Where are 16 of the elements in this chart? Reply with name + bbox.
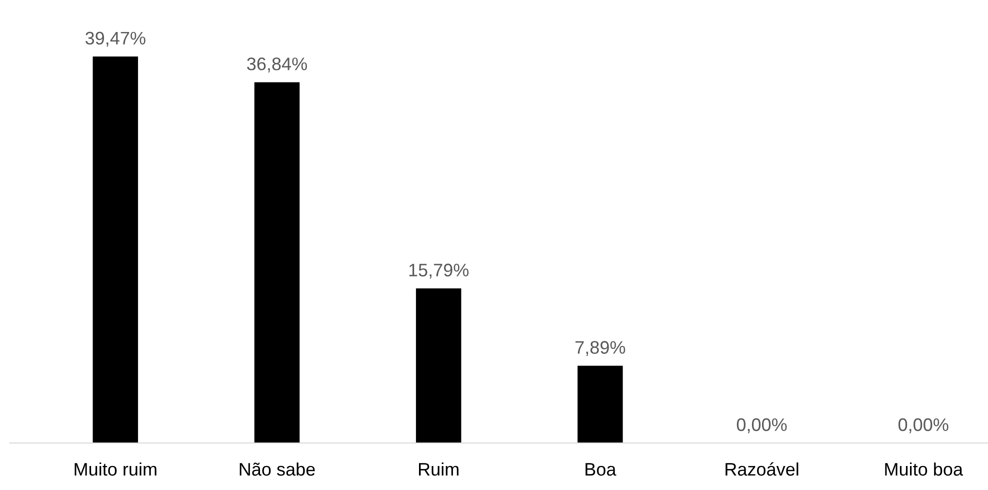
data-label: 36,84% — [247, 58, 307, 72]
bar — [92, 56, 138, 443]
data-label: 7,89% — [576, 341, 626, 356]
x-tick-label: Não sabe — [240, 462, 315, 476]
x-tick-label: Razoável — [726, 462, 798, 476]
x-tick-label: Muito ruim — [74, 462, 156, 476]
data-label: 15,79% — [409, 264, 469, 279]
data-label: 0,00% — [736, 418, 787, 434]
x-tick-label: Boa — [586, 463, 616, 476]
bar — [578, 366, 623, 443]
x-tick-label: Muito boa — [885, 462, 964, 476]
data-label: 39,47% — [85, 32, 146, 47]
data-label: 0,00% — [898, 418, 948, 434]
x-tick-label: Ruim — [419, 462, 458, 476]
bar — [254, 82, 300, 443]
bar — [416, 288, 462, 443]
